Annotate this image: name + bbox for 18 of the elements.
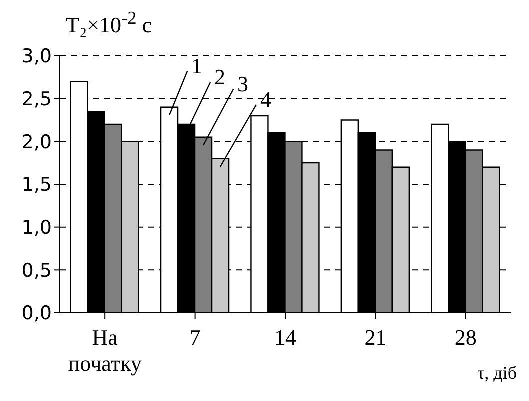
text: 3: [238, 71, 249, 96]
x-tick-label: 14: [274, 325, 296, 350]
y-tick-label: 3,0: [22, 46, 52, 68]
x-tick-label: На початку: [68, 325, 142, 376]
x-tick-label: 28: [454, 325, 477, 350]
series-label: 1: [192, 53, 203, 78]
x-tick-label: 7: [190, 325, 201, 350]
y-tick-label: 0,5: [22, 260, 52, 282]
y-tick-label: 0,0: [22, 302, 52, 325]
y-tick-label: 2,0: [22, 131, 52, 154]
y-tick-label: 1,5: [22, 174, 52, 196]
y-axis-title: T₂×10$^{-2}$ с: [66, 8, 152, 38]
text: 4: [260, 86, 272, 112]
x-axis-title: τ, діб: [477, 363, 517, 384]
x-tick-label: 21: [364, 325, 387, 350]
y-tick-label: 1,0: [22, 217, 52, 240]
y-tick-label: 2,5: [22, 88, 52, 111]
series-label: 2: [214, 64, 226, 90]
